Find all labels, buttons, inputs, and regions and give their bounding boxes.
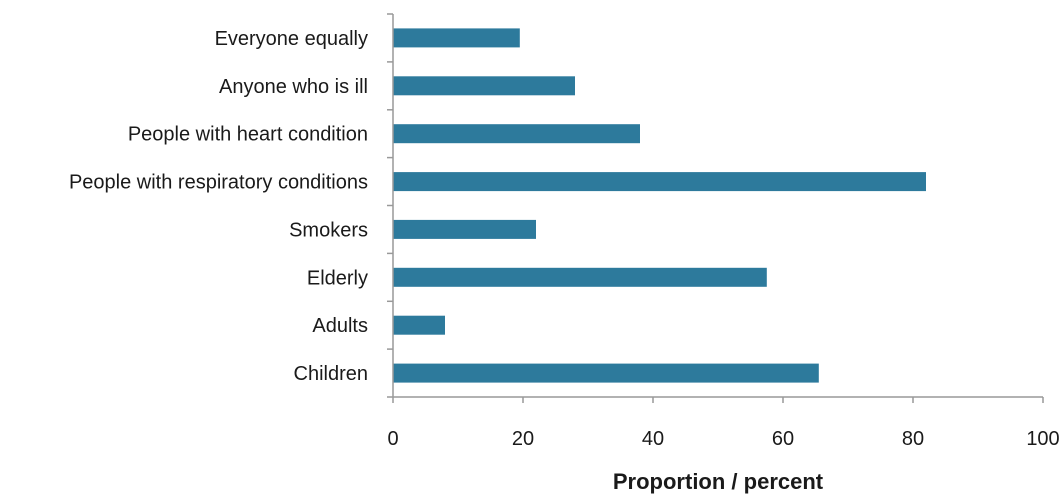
category-label-4: Smokers xyxy=(289,219,368,241)
bar-3 xyxy=(393,172,926,192)
category-label-7: Children xyxy=(294,363,368,385)
bar-5 xyxy=(393,267,767,287)
plot-area: Everyone equally Anyone who is ill People … xyxy=(69,13,1060,450)
bar-7 xyxy=(393,363,819,383)
category-label-6: Adults xyxy=(312,315,368,337)
bar-6 xyxy=(393,315,445,335)
x-tick-label-0: 0 xyxy=(387,428,398,450)
bar-4 xyxy=(393,219,536,239)
x-tick-label-3: 60 xyxy=(772,428,794,450)
x-axis-title: Proportion / percent xyxy=(613,469,824,494)
x-tick-label-5: 100 xyxy=(1026,428,1059,450)
category-label-1: Anyone who is ill xyxy=(219,76,368,98)
bar-1 xyxy=(393,76,575,96)
category-label-0: Everyone equally xyxy=(215,28,368,50)
x-tick-label-1: 20 xyxy=(512,428,534,450)
bar-2 xyxy=(393,124,640,144)
x-tick-label-2: 40 xyxy=(642,428,664,450)
bar-0 xyxy=(393,28,520,48)
category-label-3: People with respiratory conditions xyxy=(69,172,368,194)
category-label-5: Elderly xyxy=(307,267,368,289)
x-tick-label-4: 80 xyxy=(902,428,924,450)
category-label-2: People with heart condition xyxy=(128,124,368,146)
